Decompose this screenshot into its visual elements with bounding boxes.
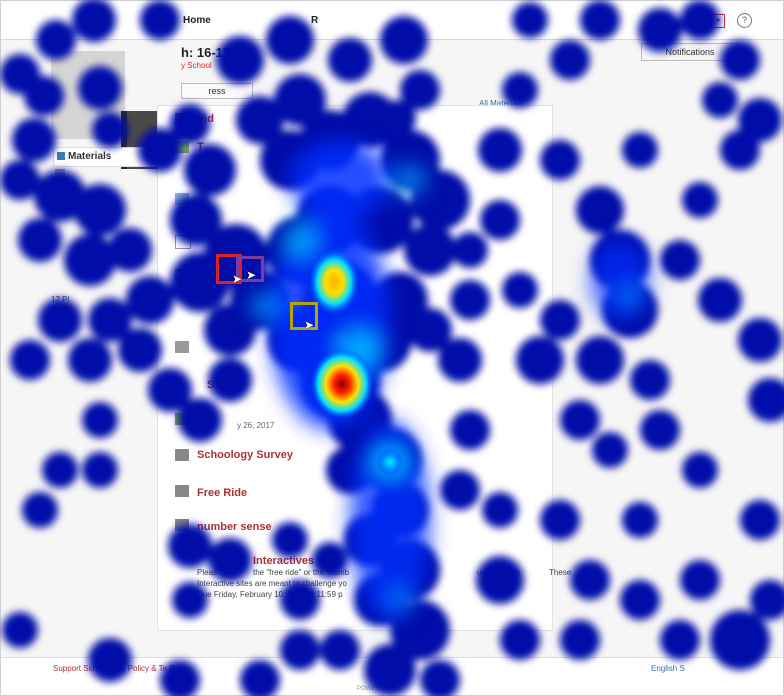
link-icon xyxy=(175,519,189,531)
material-item-title[interactable]: Schoology Survey xyxy=(197,449,293,461)
material-item-title[interactable]: Vid xyxy=(197,113,214,125)
folder-icon xyxy=(57,152,65,160)
materials-list xyxy=(157,105,553,631)
top-navigation-bar: ⚲ Home R ▾ ? xyxy=(1,1,783,40)
material-item-description: the "free ride" or the "numb xyxy=(253,568,350,577)
cursor-icon: ➤ xyxy=(232,272,243,286)
video-icon xyxy=(175,113,189,125)
material-item-description: Pleas xyxy=(197,568,218,577)
material-item-title[interactable]: number sense xyxy=(197,521,272,533)
cursor-icon: ➤ xyxy=(246,268,257,282)
click-marker-olive xyxy=(290,302,318,330)
sidebar-sub-icon xyxy=(55,169,65,179)
material-item-title[interactable]: Free Ride xyxy=(197,487,248,499)
folder-icon xyxy=(175,193,189,205)
material-item-title[interactable]: Divi xyxy=(197,267,218,279)
course-subtitle[interactable]: y School xyxy=(181,61,212,70)
material-item-title[interactable]: T xyxy=(197,141,204,153)
footer-links[interactable]: Support Sch Privacy Policy & Te Rate xyxy=(53,664,187,673)
material-item-title[interactable]: S xyxy=(207,379,215,391)
nav-home[interactable]: Home xyxy=(183,15,211,26)
page-icon xyxy=(175,235,191,249)
material-item-description: These xyxy=(549,568,572,577)
puzzle-icon xyxy=(175,269,189,281)
all-materials-filter[interactable]: All Materials xyxy=(479,99,523,108)
material-item-due: Due Friday, February 10, 2017 at 11:59 p xyxy=(197,590,343,599)
link-icon xyxy=(175,341,189,353)
click-marker-purple xyxy=(236,256,264,282)
sidebar-date: 17 Pl xyxy=(51,295,70,304)
material-item-title[interactable]: Interactives xyxy=(253,555,315,567)
material-item-title[interactable]: Hi xyxy=(231,237,242,249)
language-selector[interactable]: English S xyxy=(651,664,685,673)
material-item-description: uestions tab xyxy=(477,568,521,577)
cursor-icon: ➤ xyxy=(304,318,315,332)
link-icon xyxy=(175,449,189,461)
sidebar-item-materials[interactable]: Materials xyxy=(53,147,167,167)
notifications-button[interactable]: Notifications xyxy=(641,43,739,61)
progress-button[interactable]: ress xyxy=(181,83,253,99)
click-marker-red xyxy=(216,254,242,284)
powered-by: POWERED BY xyxy=(357,686,398,692)
puzzle-icon xyxy=(175,413,189,425)
sidebar-item-label: Materials xyxy=(68,151,112,162)
link-icon xyxy=(175,485,189,497)
course-image xyxy=(51,51,163,169)
help-icon[interactable]: ? xyxy=(737,13,752,28)
material-item-due: y 26, 2017 xyxy=(237,421,275,430)
course-title: h: 16-17 xyxy=(181,45,231,60)
nav-item-r[interactable]: R xyxy=(311,15,319,26)
search-icon[interactable]: ⚲ xyxy=(151,13,169,31)
dropdown-icon[interactable]: ▾ xyxy=(711,14,725,28)
assignment-icon xyxy=(175,141,189,153)
material-item-description: Interactive sites are meant to challenge… xyxy=(197,579,347,588)
footer: Support Sch Privacy Policy & Te Rate Eng… xyxy=(1,657,783,695)
